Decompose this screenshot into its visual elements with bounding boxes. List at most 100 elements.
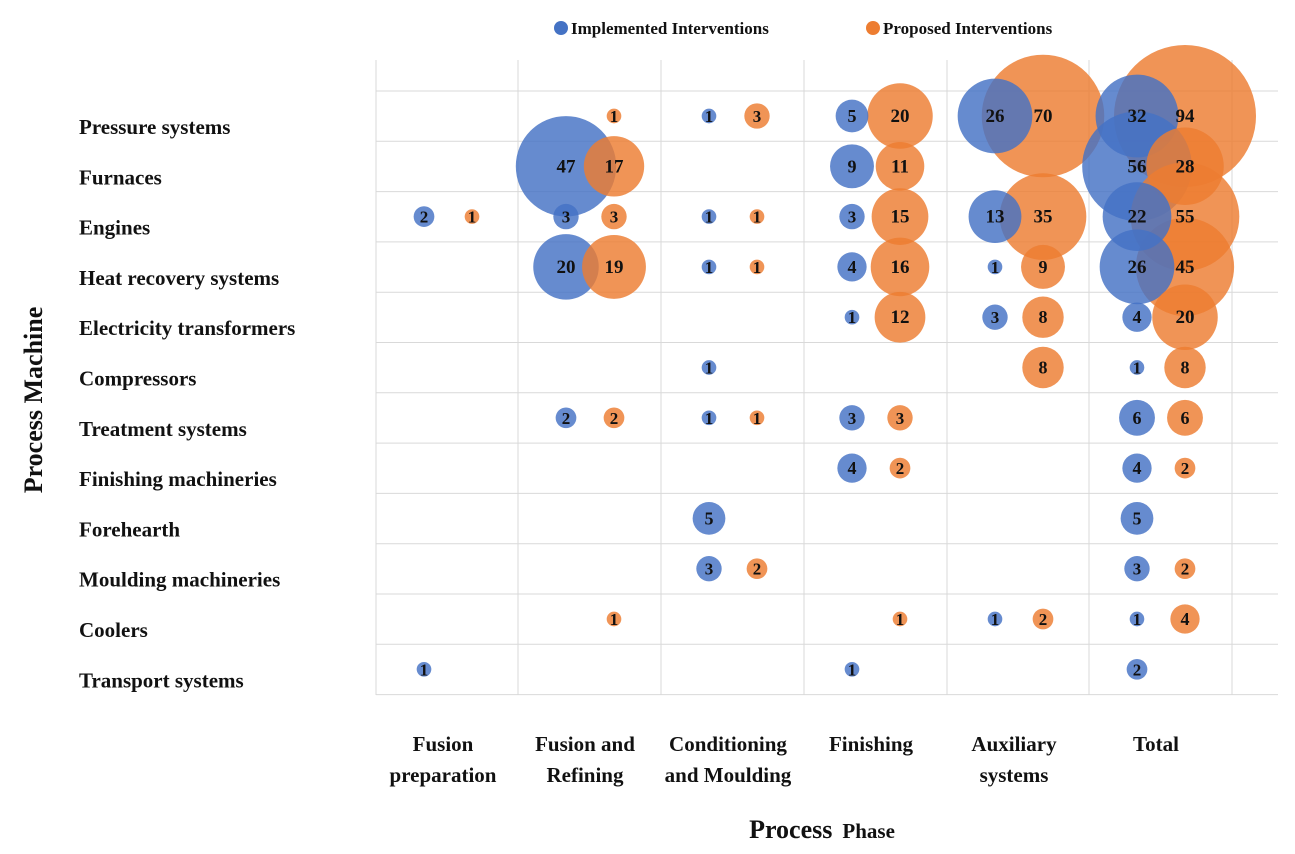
implemented-bubble	[844, 309, 860, 325]
column-label: and Moulding	[665, 763, 792, 787]
row-label: Heat recovery systems	[79, 266, 279, 290]
proposed-bubble	[867, 83, 933, 149]
proposed-bubble	[875, 142, 925, 191]
implemented-bubble-label: 5	[705, 508, 714, 528]
implemented-bubble	[515, 116, 617, 217]
implemented-bubble-label: 13	[986, 207, 1005, 228]
proposed-bubble-label: 20	[1176, 307, 1195, 328]
proposed-bubble	[749, 209, 765, 224]
column-label: systems	[980, 763, 1049, 787]
proposed-bubble-label: 28	[1176, 156, 1195, 177]
proposed-bubble	[582, 234, 646, 299]
y-axis-title: Process Machine	[19, 307, 48, 494]
implemented-bubble	[1122, 302, 1152, 332]
proposed-bubble	[744, 103, 770, 129]
implemented-bubble	[701, 108, 717, 124]
row-label: Engines	[79, 216, 150, 240]
implemented-bubble	[701, 259, 717, 275]
implemented-bubble	[837, 252, 867, 282]
row-label: Treatment systems	[79, 417, 247, 441]
implemented-bubble	[701, 360, 717, 375]
proposed-bubble	[464, 209, 480, 224]
proposed-bubble-label: 2	[1181, 459, 1190, 478]
implemented-bubble-label: 5	[848, 106, 857, 126]
proposed-bubble-label: 16	[891, 257, 910, 278]
implemented-bubble-label: 56	[1128, 156, 1147, 177]
proposed-bubble-label: 12	[891, 307, 910, 328]
implemented-bubble	[1120, 502, 1154, 535]
proposed-bubble-label: 1	[468, 208, 477, 227]
implemented-bubble	[555, 407, 577, 429]
proposed-bubble-label: 17	[605, 156, 625, 177]
implemented-bubble	[968, 190, 1022, 244]
column-label: Auxiliary	[971, 732, 1057, 756]
implemented-bubble-label: 1	[705, 258, 714, 277]
proposed-bubble	[887, 405, 913, 431]
implemented-bubble	[1129, 611, 1145, 627]
implemented-bubble-label: 3	[562, 208, 571, 227]
legend-proposed-label: Proposed Interventions	[883, 19, 1053, 38]
implemented-bubble	[1129, 360, 1145, 375]
proposed-bubble	[1170, 604, 1200, 634]
implemented-bubble	[835, 99, 869, 133]
implemented-bubble-label: 1	[705, 208, 714, 227]
x-axis-title-main: Process	[749, 815, 832, 844]
implemented-bubble	[701, 410, 717, 426]
column-label: Finishing	[829, 732, 914, 756]
implemented-bubble-label: 3	[848, 208, 857, 227]
column-label: Conditioning	[669, 732, 787, 756]
proposed-bubble	[746, 558, 768, 580]
implemented-bubble	[533, 234, 599, 300]
implemented-bubble	[692, 502, 726, 535]
implemented-bubble-label: 26	[986, 106, 1005, 127]
column-label: preparation	[390, 763, 497, 787]
implemented-bubble	[413, 206, 435, 227]
proposed-bubble	[1022, 346, 1064, 389]
proposed-bubble-label: 35	[1034, 207, 1053, 228]
implemented-bubble	[1124, 556, 1150, 582]
x-axis-title: Process Phase	[749, 815, 895, 844]
implemented-bubble	[1102, 182, 1172, 251]
proposed-bubble	[1164, 346, 1206, 389]
implemented-bubble-label: 1	[420, 660, 429, 679]
implemented-bubble	[957, 78, 1033, 154]
implemented-bubble-label: 1	[1133, 610, 1142, 629]
implemented-bubble	[830, 144, 874, 189]
proposed-bubble	[749, 259, 765, 275]
implemented-bubble-label: 6	[1133, 408, 1142, 428]
proposed-bubble-label: 8	[1039, 307, 1048, 327]
legend-implemented-marker	[554, 21, 568, 35]
implemented-bubble	[844, 661, 860, 677]
proposed-bubble	[583, 136, 645, 197]
proposed-bubble	[749, 410, 765, 426]
proposed-bubble	[999, 173, 1087, 260]
proposed-bubble-label: 55	[1176, 207, 1195, 228]
implemented-bubble-label: 2	[420, 208, 429, 227]
proposed-bubble-label: 1	[753, 208, 762, 227]
row-label: Furnaces	[79, 165, 162, 189]
implemented-bubble	[1095, 74, 1179, 158]
row-label: Finishing machineries	[79, 467, 277, 491]
proposed-bubble-label: 1	[610, 610, 619, 629]
implemented-bubble	[416, 661, 432, 677]
proposed-bubble-label: 11	[891, 156, 909, 177]
implemented-bubble-label: 1	[991, 258, 1000, 277]
implemented-bubble	[982, 304, 1008, 330]
implemented-bubble-label: 4	[1133, 458, 1142, 478]
implemented-bubble-label: 47	[557, 156, 577, 177]
proposed-bubble	[601, 203, 627, 230]
legend-proposed-marker	[866, 21, 880, 35]
proposed-bubble-label: 1	[753, 258, 762, 277]
implemented-bubble-label: 3	[705, 560, 714, 579]
row-label: Pressure systems	[79, 115, 230, 139]
proposed-bubble-label: 8	[1181, 358, 1190, 378]
column-label: Refining	[546, 763, 624, 787]
proposed-bubble	[1032, 608, 1054, 630]
proposed-bubble-label: 2	[1039, 610, 1048, 629]
proposed-bubble-label: 8	[1039, 358, 1048, 378]
proposed-bubble	[870, 237, 930, 297]
row-label: Moulding machineries	[79, 568, 280, 592]
implemented-bubble	[1122, 453, 1152, 483]
implemented-bubble-label: 1	[705, 359, 714, 378]
